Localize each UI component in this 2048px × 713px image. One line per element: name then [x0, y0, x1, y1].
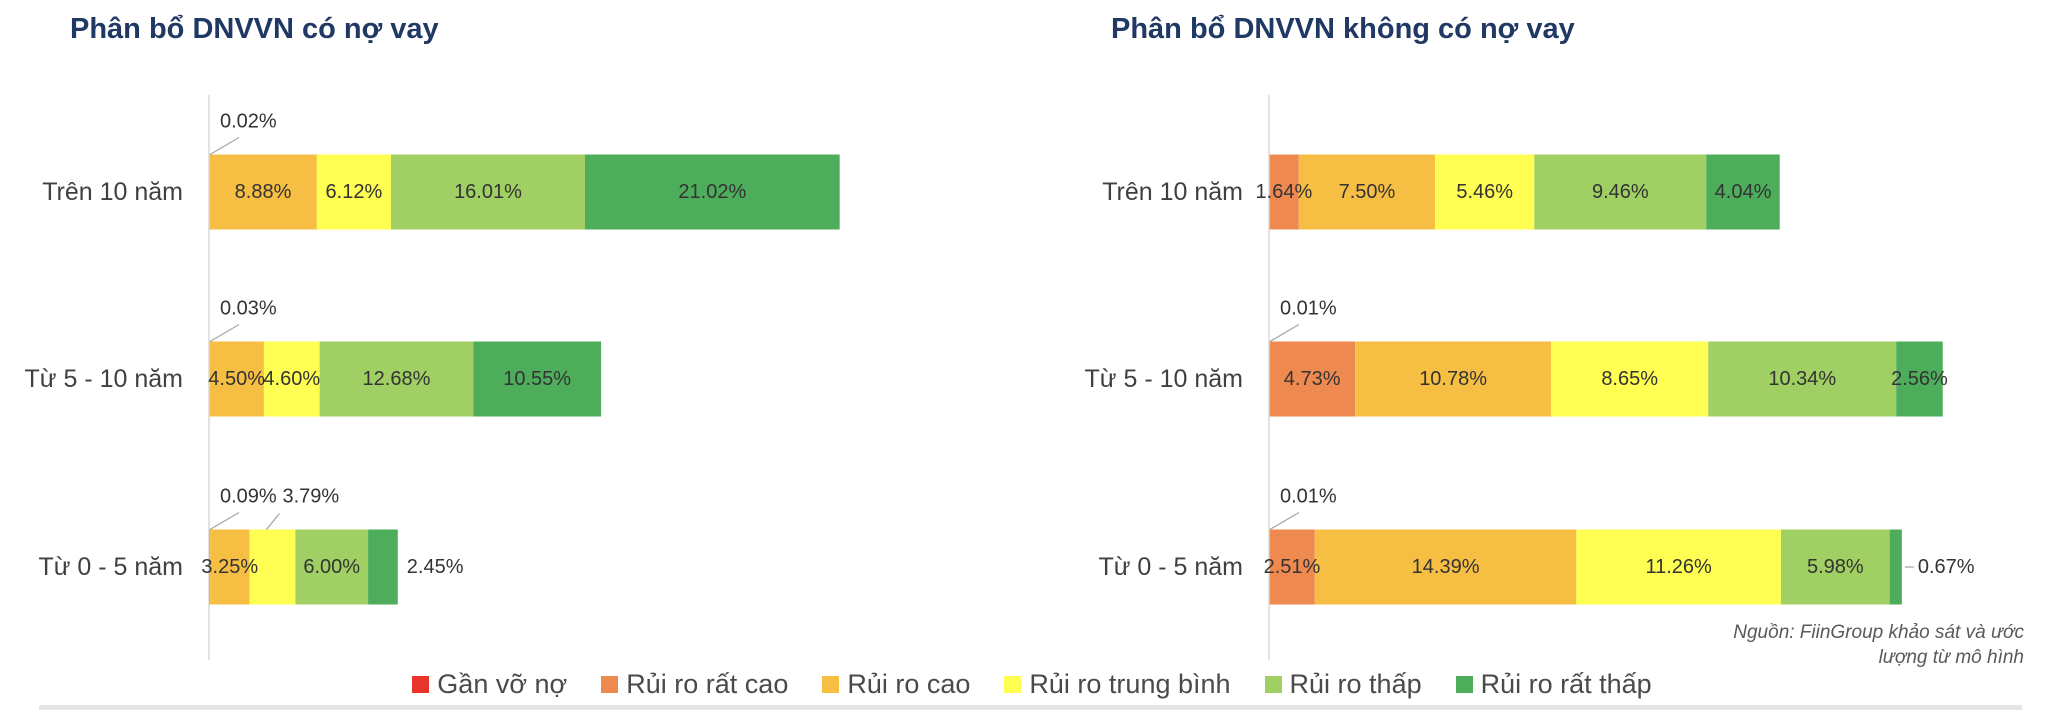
- bar-segment: [249, 529, 296, 605]
- data-label: 5.46%: [1456, 181, 1513, 203]
- data-label: 10.78%: [1419, 368, 1487, 390]
- bar-segment: [390, 154, 585, 230]
- category-label: Từ 5 - 10 năm: [1085, 365, 1243, 393]
- data-label: 12.68%: [363, 368, 431, 390]
- leader-line: [209, 136, 240, 156]
- data-label: 8.88%: [235, 181, 292, 203]
- bar-segment: [368, 529, 398, 605]
- data-label: 0.01%: [1280, 298, 1337, 320]
- bottom-divider: [39, 705, 2022, 710]
- chart-title-with-debt: Phân bổ DNVVN có nợ vay: [70, 13, 439, 45]
- bar-segment: [1269, 529, 1315, 605]
- data-label: 3.79%: [282, 486, 339, 508]
- bar-segment: [1889, 529, 1902, 605]
- bar-segment: [316, 154, 391, 230]
- data-label: 0.01%: [1280, 486, 1337, 508]
- bar-segment: [1780, 529, 1890, 605]
- data-label: 4.60%: [263, 368, 320, 390]
- data-label: 8.65%: [1601, 368, 1658, 390]
- leader-line: [1269, 323, 1300, 343]
- bar-segment: [1706, 154, 1780, 230]
- chart-without-debt: Trên 10 năm Từ 5 - 10 năm Từ 0 - 5 năm 1.64…: [1085, 95, 1975, 660]
- category-label: Trên 10 năm: [1102, 178, 1243, 206]
- data-label: 0.09%: [220, 486, 277, 508]
- legend-label: Rủi ro rất cao: [626, 669, 789, 699]
- data-label: 10.55%: [503, 368, 571, 390]
- legend-item: Rủi ro rất thấp: [1455, 669, 1652, 699]
- chart-with-debt: Trên 10 năm Từ 5 - 10 năm Từ 0 - 5 năm 0.02…: [25, 95, 840, 660]
- legend-label: Rủi ro trung bình: [1029, 669, 1231, 699]
- data-label: 21.02%: [678, 181, 746, 203]
- legend-item: Gần vỡ nợ: [412, 669, 567, 699]
- legend-label: Rủi ro rất thấp: [1480, 669, 1652, 699]
- data-label: 9.46%: [1592, 181, 1649, 203]
- bar-segment: [1269, 341, 1356, 417]
- bar-segment: [1269, 154, 1299, 230]
- bar-segment: [1298, 154, 1436, 230]
- legend-swatch: [601, 675, 619, 693]
- bar-segment: [209, 341, 264, 417]
- data-label: 0.03%: [220, 298, 277, 320]
- bar-segment: [1896, 341, 1943, 417]
- legend-item: Rủi ro rất cao: [601, 669, 788, 699]
- data-label: 2.45%: [407, 556, 464, 578]
- bar-segment: [1534, 154, 1707, 230]
- bar-segment: [295, 529, 369, 605]
- bar-segment: [209, 154, 317, 230]
- bar-segment: [1551, 341, 1709, 417]
- data-label: 11.26%: [1645, 556, 1712, 578]
- data-label: 6.00%: [303, 556, 360, 578]
- legend-item: Rủi ro thấp: [1264, 669, 1422, 699]
- data-label: 4.73%: [1284, 368, 1341, 390]
- leader-line: [209, 511, 240, 531]
- legend-swatch: [1004, 675, 1022, 693]
- bar-segment: [263, 341, 320, 417]
- data-label: 4.50%: [208, 368, 265, 390]
- leader-line: [265, 513, 280, 530]
- legend-label: Gần vỡ nợ: [437, 669, 568, 699]
- data-label: 0.02%: [220, 111, 277, 133]
- legend-label: Rủi ro thấp: [1289, 669, 1422, 699]
- legend-item: Rủi ro trung bình: [1004, 669, 1231, 699]
- data-label: 6.12%: [326, 181, 383, 203]
- legend-label: Rủi ro cao: [847, 669, 971, 699]
- data-label: 2.51%: [1264, 556, 1321, 578]
- bar-segment: [1314, 529, 1577, 605]
- bar-segment: [319, 341, 474, 417]
- source-note: Nguồn: FiinGroup khảo sát và ước lượng t…: [1733, 622, 2024, 668]
- bar-segment: [1576, 529, 1781, 605]
- legend-item: Rủi ro cao: [822, 669, 970, 699]
- data-label: 2.56%: [1891, 368, 1948, 390]
- bar-segment: [584, 154, 840, 230]
- bar-segment: [1355, 341, 1552, 417]
- category-label: Từ 0 - 5 năm: [1098, 553, 1243, 581]
- legend-swatch: [1264, 675, 1282, 693]
- chart-title-without-debt: Phân bổ DNVVN không có nợ vay: [1111, 13, 1575, 45]
- data-label: 5.98%: [1807, 556, 1864, 578]
- bar-segment: [210, 529, 250, 605]
- data-label: 4.04%: [1715, 181, 1772, 203]
- bar-segment: [473, 341, 602, 417]
- data-label: 1.64%: [1256, 181, 1313, 203]
- category-label: Trên 10 năm: [42, 178, 183, 206]
- category-label: Từ 0 - 5 năm: [38, 553, 183, 581]
- category-label: Từ 5 - 10 năm: [25, 365, 183, 393]
- bar-segment: [1708, 341, 1897, 417]
- legend-swatch: [1455, 675, 1473, 693]
- data-label: 10.34%: [1768, 368, 1836, 390]
- leader-line: [209, 323, 240, 343]
- legend-swatch: [412, 675, 430, 693]
- data-label: 0.67%: [1918, 556, 1975, 578]
- legend-swatch: [822, 675, 840, 693]
- data-label: 16.01%: [454, 181, 522, 203]
- bar-segment: [1435, 154, 1535, 230]
- data-label: 14.39%: [1412, 556, 1480, 578]
- data-label: 7.50%: [1339, 181, 1396, 203]
- leader-line: [1269, 511, 1300, 531]
- legend: Gần vỡ nợ Rủi ro rất cao Rủi ro cao Rủi …: [16, 668, 2048, 700]
- data-label: 3.25%: [201, 556, 258, 578]
